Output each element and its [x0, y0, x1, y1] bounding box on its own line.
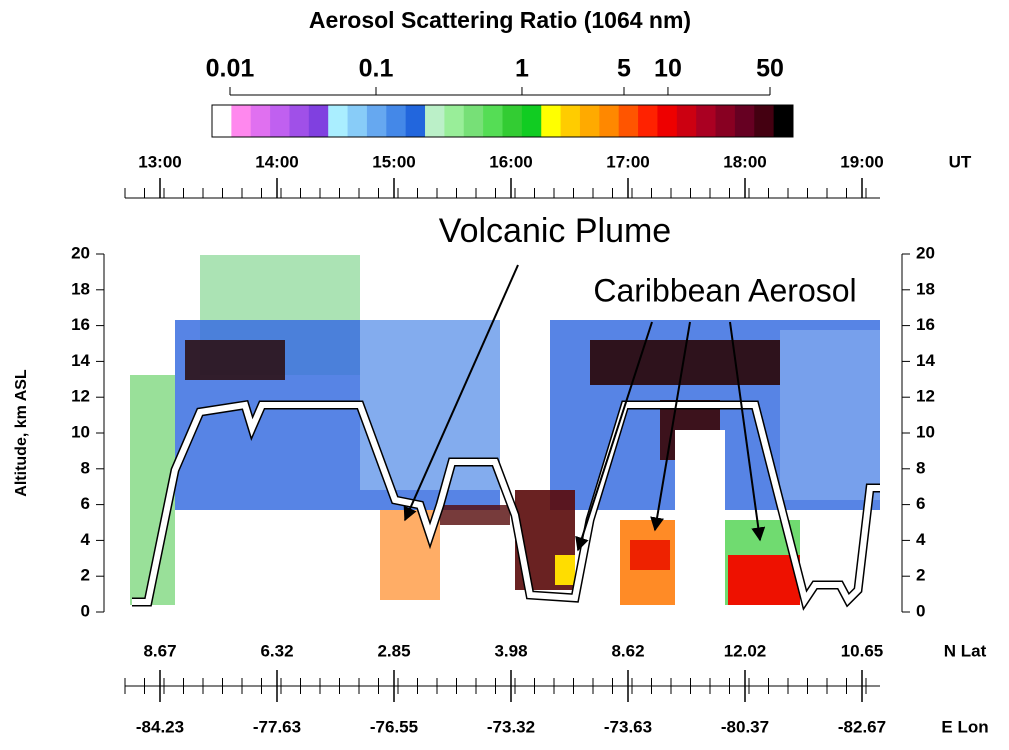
y-tick-label-right: 18 [916, 279, 935, 298]
colorbar-tick-label: 50 [756, 55, 784, 83]
colorbar-tick-label: 5 [617, 55, 631, 83]
colorbar-cell [250, 105, 271, 137]
axis-unit: UT [949, 152, 972, 171]
lat-tick-label: 10.65 [841, 641, 884, 660]
colorbar-cell [289, 105, 310, 137]
colorbar-cell [483, 105, 503, 137]
annotation-arrows [403, 264, 766, 552]
y-tick-label: 16 [71, 315, 90, 334]
y-tick-label: 14 [71, 351, 90, 370]
lat-tick-label: 3.98 [494, 641, 527, 660]
y-tick-label-right: 12 [916, 387, 935, 406]
y-tick-label: 8 [81, 458, 90, 477]
colorbar-cell [541, 105, 562, 137]
colorbar-cell [386, 105, 407, 137]
colorbar-cell [638, 105, 658, 137]
lat-tick-label: 2.85 [377, 641, 410, 660]
y-tick-label: 4 [81, 530, 91, 549]
axis-unit: E Lon [941, 717, 988, 736]
colorbar-cell [502, 105, 523, 137]
curtain [130, 255, 880, 612]
lat-tick-label: 8.67 [143, 641, 176, 660]
lon-tick-label: -73.63 [604, 717, 652, 736]
colorbar-cell [676, 105, 697, 137]
colorbar-cell [308, 105, 329, 137]
y-tick-label-right: 0 [916, 601, 925, 620]
colorbar-cell [715, 105, 736, 137]
y-axis-label: Altitude, km ASL [13, 369, 30, 497]
chart-title: Aerosol Scattering Ratio (1064 nm) [309, 7, 691, 33]
colorbar-cell [599, 105, 620, 137]
colorbar-cell [212, 105, 232, 137]
time-tick-label: 14:00 [255, 152, 298, 171]
colorbar-cell [328, 105, 349, 137]
lon-tick-label: -84.23 [136, 717, 184, 736]
axis-unit: N Lat [944, 641, 987, 660]
y-tick-label-right: 20 [916, 243, 935, 262]
colorbar-cell [773, 105, 794, 137]
colorbar-cell [405, 105, 426, 137]
colorbar-cell [463, 105, 484, 137]
lat-tick-label: 8.62 [611, 641, 644, 660]
colorbar-cell [734, 105, 755, 137]
colorbar-cell [347, 105, 368, 137]
lon-tick-label: -77.63 [253, 717, 301, 736]
lon-tick-label: -73.32 [487, 717, 535, 736]
colorbar-cell [231, 105, 252, 137]
annotation: Caribbean Aerosol [593, 272, 856, 308]
colorbar-cell [521, 105, 542, 137]
colorbar-cell [560, 105, 581, 137]
lon-tick-label: -76.55 [370, 717, 418, 736]
colorbar-frame [211, 104, 794, 138]
time-tick-label: 13:00 [138, 152, 181, 171]
time-tick-label: 18:00 [723, 152, 766, 171]
y-tick-label: 12 [71, 387, 90, 406]
time-tick-label: 16:00 [489, 152, 532, 171]
y-tick-label-right: 16 [916, 315, 935, 334]
lat-tick-label: 6.32 [260, 641, 293, 660]
y-tick-label-right: 14 [916, 351, 935, 370]
lat-tick-label: 12.02 [724, 641, 767, 660]
y-tick-label: 2 [81, 566, 90, 585]
colorbar-cell [425, 105, 445, 137]
colorbar-cell [754, 105, 775, 137]
colorbar-tick-label: 0.1 [359, 55, 394, 83]
colorbar-cell [618, 105, 639, 137]
time-tick-label: 19:00 [840, 152, 883, 171]
y-tick-label: 10 [71, 422, 90, 441]
time-tick-label: 15:00 [372, 152, 415, 171]
y-tick-label-right: 4 [916, 530, 926, 549]
y-tick-label-right: 8 [916, 458, 925, 477]
y-tick-label-right: 6 [916, 494, 925, 513]
y-tick-label: 6 [81, 494, 90, 513]
colorbar-cell [270, 105, 290, 137]
colorbar-tick-label: 0.01 [206, 55, 255, 83]
y-tick-label-right: 2 [916, 566, 925, 585]
lon-tick-label: -82.67 [838, 717, 886, 736]
colorbar-cell [696, 105, 717, 137]
colorbar-cell [579, 105, 600, 137]
colorbar-cell [444, 105, 465, 137]
annotation: Volcanic Plume [439, 212, 671, 250]
colorbar-cell [657, 105, 678, 137]
colorbar-tick-label: 10 [654, 55, 682, 83]
y-tick-label: 18 [71, 279, 90, 298]
lon-tick-label: -80.37 [721, 717, 769, 736]
y-tick-label: 0 [81, 601, 90, 620]
colorbar-tick-label: 1 [515, 55, 529, 83]
time-tick-label: 17:00 [606, 152, 649, 171]
y-tick-label: 20 [71, 243, 90, 262]
y-tick-label-right: 10 [916, 422, 935, 441]
colorbar-cell [366, 105, 387, 137]
